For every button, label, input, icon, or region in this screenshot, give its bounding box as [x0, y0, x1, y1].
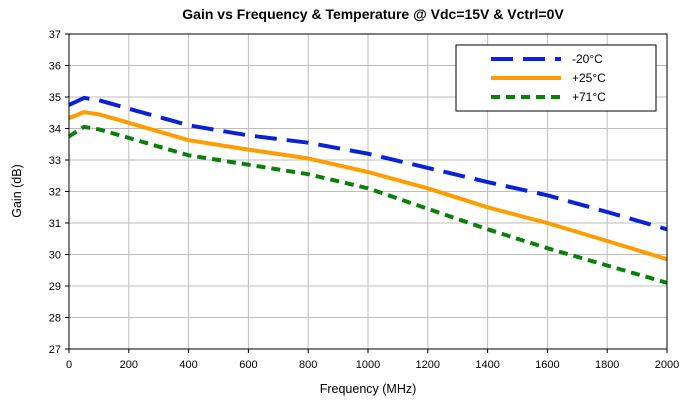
x-tick-label: 1200: [416, 359, 440, 371]
x-tick-label: 1800: [595, 359, 619, 371]
y-tick-label: 36: [49, 61, 61, 73]
x-tick-label: 400: [179, 359, 197, 371]
legend-label-3: +71°C: [572, 90, 606, 104]
x-tick-label: 0: [66, 359, 72, 371]
series-line-1: [68, 95, 668, 232]
y-tick-label: 29: [49, 281, 61, 293]
y-axis-ticks: 27 28 29 30 31 32 33 34 35 36 37: [49, 29, 69, 356]
y-tick-label: 34: [49, 124, 61, 136]
y-tick-label: 31: [49, 218, 61, 230]
x-axis-ticks: 0 200 400 600 800 1000 1200 1400 1600 1800 2000: [66, 349, 679, 371]
legend: -20°C +25°C +71°C: [455, 44, 657, 112]
y-tick-label: 32: [49, 187, 61, 199]
y-axis-label: Gain (dB): [10, 164, 24, 218]
x-tick-label: 1600: [535, 359, 559, 371]
x-tick-label: 1000: [356, 359, 380, 371]
y-tick-label: 28: [49, 313, 61, 325]
y-tick-label: 33: [49, 155, 61, 167]
series-line-2: [68, 110, 668, 262]
legend-entries: -20°C +25°C +71°C: [491, 52, 606, 104]
legend-label-1: -20°C: [572, 52, 603, 66]
legend-label-2: +25°C: [572, 71, 606, 85]
y-tick-label: 30: [49, 250, 61, 262]
x-axis-label: Frequency (MHz): [320, 382, 417, 396]
series-lines: [67, 95, 668, 285]
x-tick-label: 1400: [475, 359, 499, 371]
y-tick-label: 35: [49, 92, 61, 104]
y-tick-label: 27: [49, 344, 61, 356]
chart-title: Gain vs Frequency & Temperature @ Vdc=15…: [182, 6, 564, 22]
x-tick-label: 2000: [655, 359, 679, 371]
x-tick-label: 600: [239, 359, 257, 371]
x-tick-label: 200: [120, 359, 138, 371]
series-line-3: [67, 124, 668, 285]
x-tick-label: 800: [299, 359, 317, 371]
y-tick-label: 37: [49, 29, 61, 41]
